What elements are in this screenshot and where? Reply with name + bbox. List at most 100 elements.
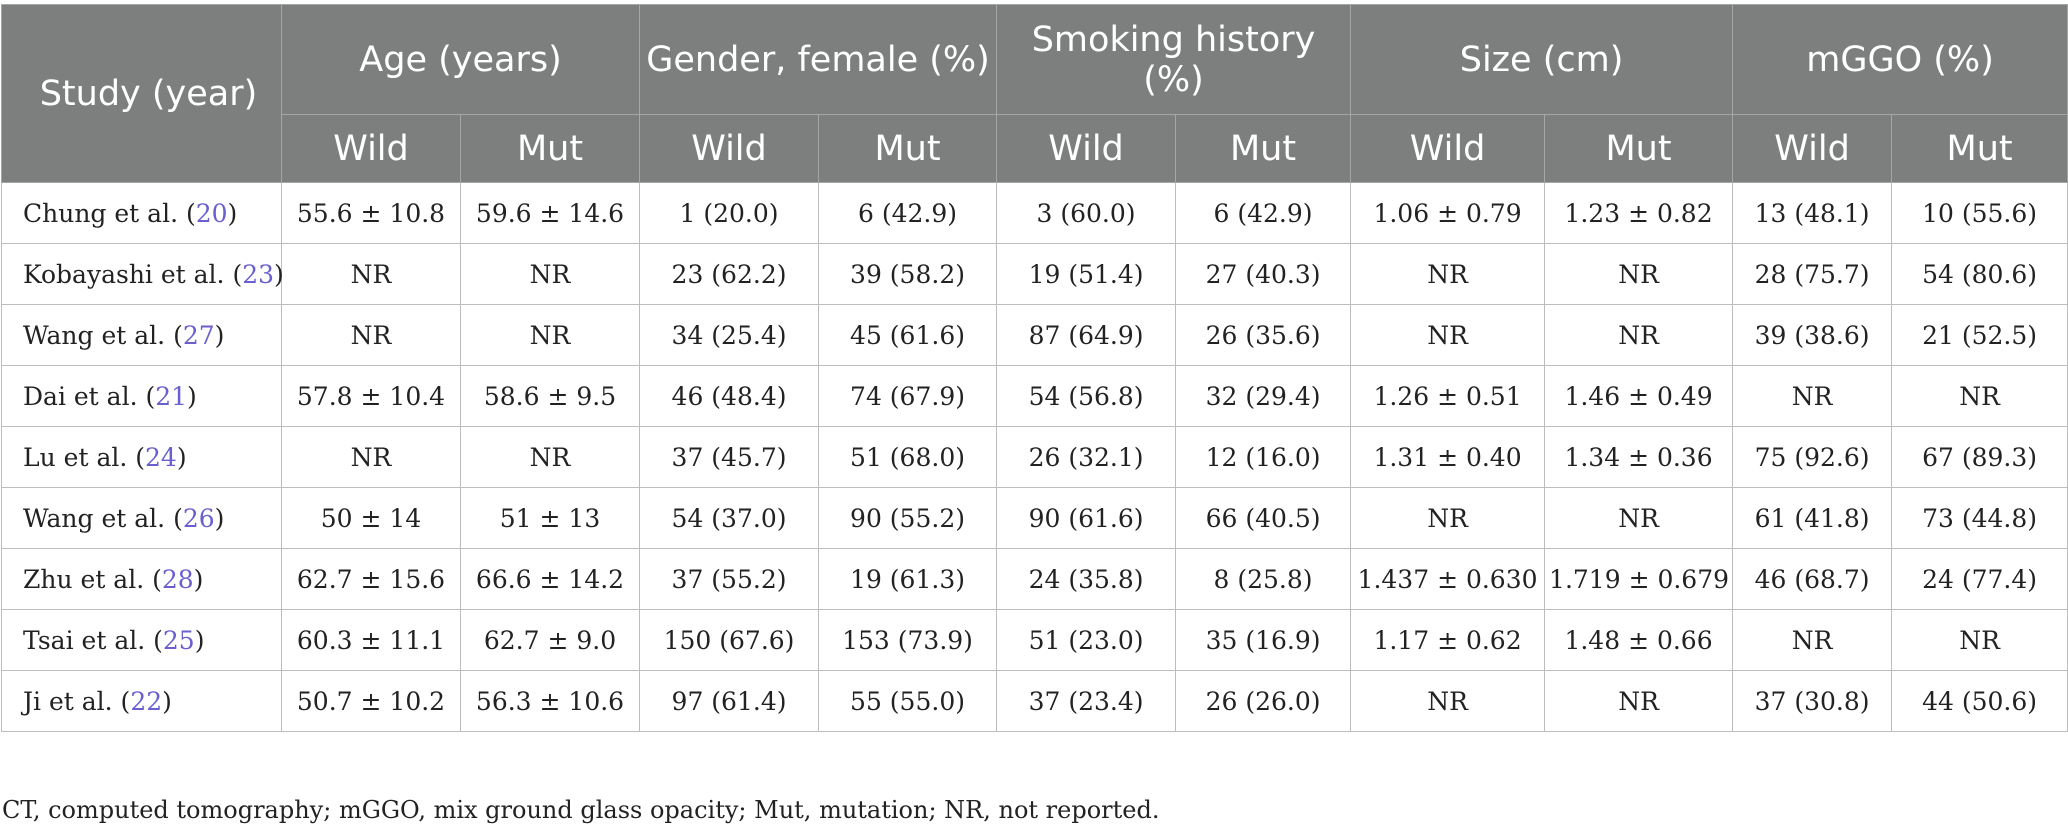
table-body: Chung et al. (20) 55.6 ± 10.8 59.6 ± 14.6 1… — [1, 182, 2068, 732]
study-cell: Tsai et al. (25) — [1, 609, 282, 671]
data-cell: 50 ± 14 — [281, 487, 461, 549]
table-row: Zhu et al. (28) 62.7 ± 15.6 66.6 ± 14.2 37 … — [1, 548, 2068, 610]
data-cell: 1.31 ± 0.40 — [1350, 426, 1546, 488]
data-cell: NR — [1544, 670, 1734, 732]
reference-link[interactable]: 28 — [161, 564, 194, 594]
study-author: Wang et al. — [23, 503, 166, 533]
data-cell: 54 (80.6) — [1891, 243, 2068, 305]
reference-link[interactable]: 24 — [145, 442, 177, 472]
study-author: Lu et al. — [23, 442, 128, 472]
data-cell: 26 (26.0) — [1175, 670, 1352, 732]
data-cell: 1 (20.0) — [639, 182, 820, 244]
data-cell: 6 (42.9) — [818, 182, 998, 244]
study-author: Dai et al. — [23, 381, 138, 411]
data-cell: 51 (23.0) — [996, 609, 1177, 671]
data-cell: 75 (92.6) — [1732, 426, 1893, 488]
data-cell: 27 (40.3) — [1175, 243, 1352, 305]
data-cell: 153 (73.9) — [818, 609, 998, 671]
data-cell: 3 (60.0) — [996, 182, 1177, 244]
data-cell: 39 (38.6) — [1732, 304, 1893, 366]
data-cell: 19 (61.3) — [818, 548, 998, 610]
data-cell: 28 (75.7) — [1732, 243, 1893, 305]
data-cell: 8 (25.8) — [1175, 548, 1352, 610]
table-row: Kobayashi et al. (23) NR NR 23 (62.2) 39 (58… — [1, 243, 2068, 305]
data-cell: 67 (89.3) — [1891, 426, 2068, 488]
data-cell: 55 (55.0) — [818, 670, 998, 732]
data-cell: NR — [459, 243, 641, 305]
table-row: Ji et al. (22) 50.7 ± 10.2 56.3 ± 10.6 97 (… — [1, 670, 2068, 732]
study-author: Ji et al. — [23, 686, 113, 716]
data-cell: NR — [1544, 243, 1734, 305]
data-cell: 57.8 ± 10.4 — [281, 365, 461, 427]
study-cell: Zhu et al. (28) — [1, 548, 282, 610]
data-cell: 90 (55.2) — [818, 487, 998, 549]
data-cell: NR — [1891, 365, 2068, 427]
data-cell: 1.06 ± 0.79 — [1350, 182, 1546, 244]
data-cell: NR — [1732, 365, 1893, 427]
data-cell: 74 (67.9) — [818, 365, 998, 427]
data-cell: 61 (41.8) — [1732, 487, 1893, 549]
data-cell: 59.6 ± 14.6 — [459, 182, 641, 244]
gender-female-header: Gender, female (%) — [639, 4, 998, 115]
study-author: Kobayashi et al. — [23, 259, 225, 289]
data-cell: NR — [1350, 670, 1546, 732]
study-author: Wang et al. — [23, 320, 166, 350]
study-cell: Wang et al. (27) — [1, 304, 282, 366]
study-cell: Ji et al. (22) — [1, 670, 282, 732]
table-row: Lu et al. (24) NR NR 37 (45.7) 51 (68.0) 26 (… — [1, 426, 2068, 488]
data-cell: 35 (16.9) — [1175, 609, 1352, 671]
data-cell: 62.7 ± 15.6 — [281, 548, 461, 610]
data-cell: NR — [1544, 304, 1734, 366]
data-cell: 37 (55.2) — [639, 548, 820, 610]
data-cell: 6 (42.9) — [1175, 182, 1352, 244]
sub-header-mut: Mut — [1891, 114, 2068, 183]
reference-link[interactable]: 20 — [195, 198, 228, 228]
study-year-header: Study (year) — [1, 4, 282, 183]
data-cell: NR — [281, 243, 461, 305]
table-footnote: CT, computed tomography; mGGO, mix groun… — [2, 796, 1160, 824]
data-cell: 23 (62.2) — [639, 243, 820, 305]
data-cell: 1.23 ± 0.82 — [1544, 182, 1734, 244]
reference-link[interactable]: 25 — [162, 625, 195, 655]
table-row: Tsai et al. (25) 60.3 ± 11.1 62.7 ± 9.0 150… — [1, 609, 2068, 671]
reference-link[interactable]: 27 — [182, 320, 215, 350]
data-cell: 51 ± 13 — [459, 487, 641, 549]
data-cell: 10 (55.6) — [1891, 182, 2068, 244]
data-cell: 1.26 ± 0.51 — [1350, 365, 1546, 427]
data-cell: 73 (44.8) — [1891, 487, 2068, 549]
data-cell: 1.437 ± 0.630 — [1350, 548, 1546, 610]
data-cell: 60.3 ± 11.1 — [281, 609, 461, 671]
table-row: Wang et al. (26) 50 ± 14 51 ± 13 54 (37.0) 9… — [1, 487, 2068, 549]
data-cell: 66 (40.5) — [1175, 487, 1352, 549]
reference-link[interactable]: 23 — [242, 259, 275, 289]
size-header: Size (cm) — [1350, 4, 1734, 115]
data-cell: 1.17 ± 0.62 — [1350, 609, 1546, 671]
reference-link[interactable]: 21 — [155, 381, 188, 411]
mggo-header: mGGO (%) — [1732, 4, 2068, 115]
data-cell: 34 (25.4) — [639, 304, 820, 366]
reference-link[interactable]: 26 — [182, 503, 215, 533]
data-cell: NR — [281, 426, 461, 488]
study-cell: Chung et al. (20) — [1, 182, 282, 244]
data-cell: NR — [1891, 609, 2068, 671]
data-cell: 150 (67.6) — [639, 609, 820, 671]
sub-header-mut: Mut — [1175, 114, 1352, 183]
data-cell: 66.6 ± 14.2 — [459, 548, 641, 610]
data-cell: 19 (51.4) — [996, 243, 1177, 305]
study-characteristics-table: Study (year) Age (years) Gender, female … — [1, 4, 2068, 732]
data-cell: NR — [1350, 487, 1546, 549]
data-cell: 87 (64.9) — [996, 304, 1177, 366]
data-cell: 37 (45.7) — [639, 426, 820, 488]
data-cell: 26 (32.1) — [996, 426, 1177, 488]
data-cell: NR — [1350, 243, 1546, 305]
sub-header-wild: Wild — [639, 114, 820, 183]
age-header: Age (years) — [280, 4, 641, 115]
table-row: Chung et al. (20) 55.6 ± 10.8 59.6 ± 14.6 1… — [1, 182, 2068, 244]
reference-link[interactable]: 22 — [130, 686, 163, 716]
sub-header-wild: Wild — [1732, 114, 1893, 183]
data-cell: 90 (61.6) — [996, 487, 1177, 549]
sub-header-wild: Wild — [996, 114, 1177, 183]
table-row: Dai et al. (21) 57.8 ± 10.4 58.6 ± 9.5 46 (… — [1, 365, 2068, 427]
data-cell: 1.34 ± 0.36 — [1544, 426, 1734, 488]
data-cell: 12 (16.0) — [1175, 426, 1352, 488]
